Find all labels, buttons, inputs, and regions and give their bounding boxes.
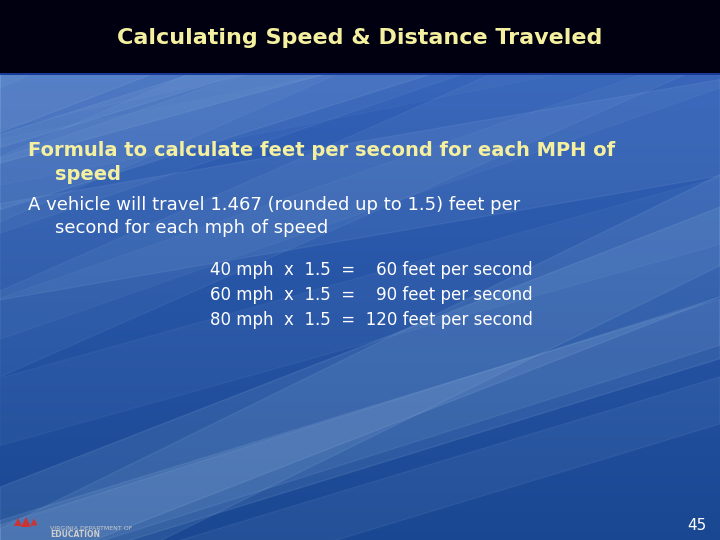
Text: VIRGINIA DEPARTMENT OF: VIRGINIA DEPARTMENT OF xyxy=(50,526,132,531)
Text: A vehicle will travel 1.467 (rounded up to 1.5) feet per: A vehicle will travel 1.467 (rounded up … xyxy=(28,196,521,214)
Text: Formula to calculate feet per second for each MPH of: Formula to calculate feet per second for… xyxy=(28,140,615,159)
Text: 60 mph  x  1.5  =    90 feet per second: 60 mph x 1.5 = 90 feet per second xyxy=(210,286,533,304)
Polygon shape xyxy=(14,518,22,526)
Text: EDUCATION: EDUCATION xyxy=(50,530,100,539)
Text: Calculating Speed & Distance Traveled: Calculating Speed & Distance Traveled xyxy=(117,28,603,48)
Polygon shape xyxy=(30,518,37,525)
Text: 45: 45 xyxy=(687,518,706,534)
Text: 40 mph  x  1.5  =    60 feet per second: 40 mph x 1.5 = 60 feet per second xyxy=(210,261,533,279)
Bar xyxy=(0,0,720,75)
Text: 80 mph  x  1.5  =  120 feet per second: 80 mph x 1.5 = 120 feet per second xyxy=(210,311,533,329)
Text: speed: speed xyxy=(55,165,121,185)
Text: second for each mph of speed: second for each mph of speed xyxy=(55,219,328,237)
Bar xyxy=(0,73,720,75)
Polygon shape xyxy=(21,517,31,527)
